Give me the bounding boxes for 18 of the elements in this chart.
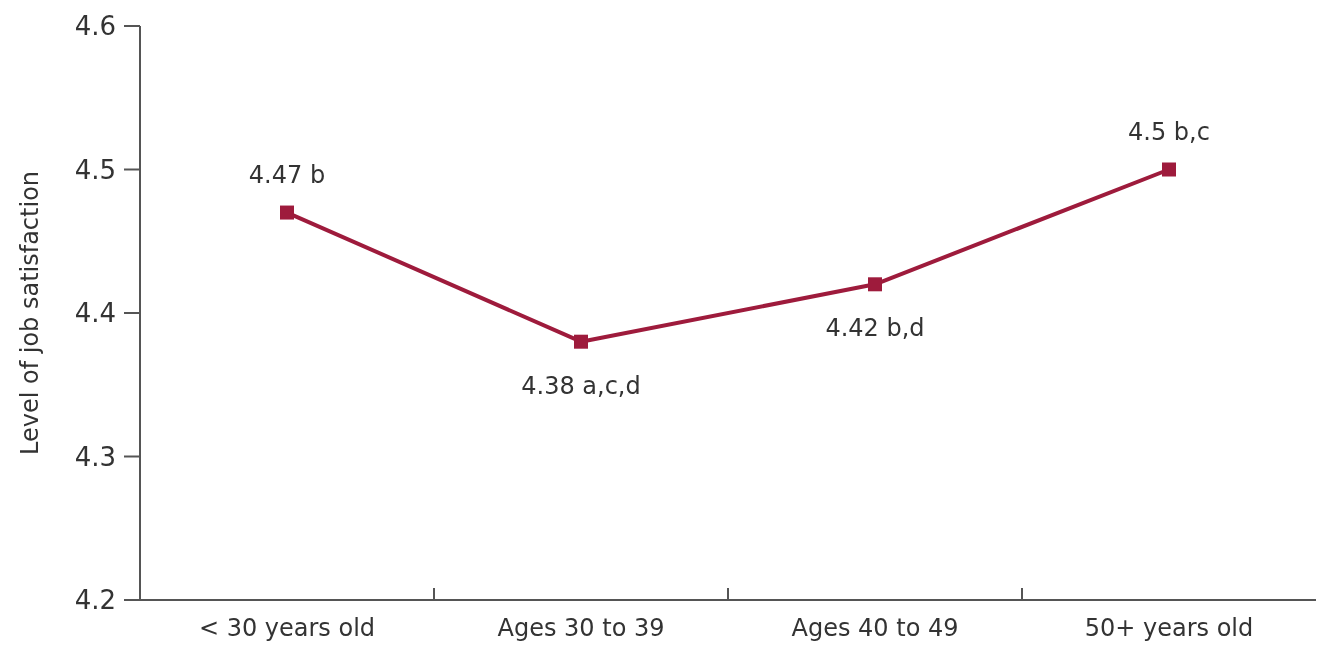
data-label: 4.38 a,c,d [521,371,641,400]
x-tick-label: Ages 40 to 49 [791,614,959,642]
x-tick-label: < 30 years old [198,614,376,642]
y-tick-label: 4.3 [74,441,116,472]
y-tick-label: 4.2 [74,585,116,616]
y-axis-title: Level of job satisfaction [16,170,44,456]
point [574,334,588,349]
point [1162,162,1176,177]
data-label: 4.47 b [248,160,326,189]
data-label: 4.5 b,c [1128,117,1210,146]
y-tick-label: 4.5 [74,154,116,185]
x-tick-label: Ages 30 to 39 [497,614,665,642]
y-tick-label: 4.6 [74,11,116,42]
data-label: 4.42 b,d [825,314,925,343]
point [868,277,882,292]
point [280,205,294,220]
x-tick-label: 50+ years old [1084,614,1254,642]
y-tick-label: 4.4 [74,298,116,329]
